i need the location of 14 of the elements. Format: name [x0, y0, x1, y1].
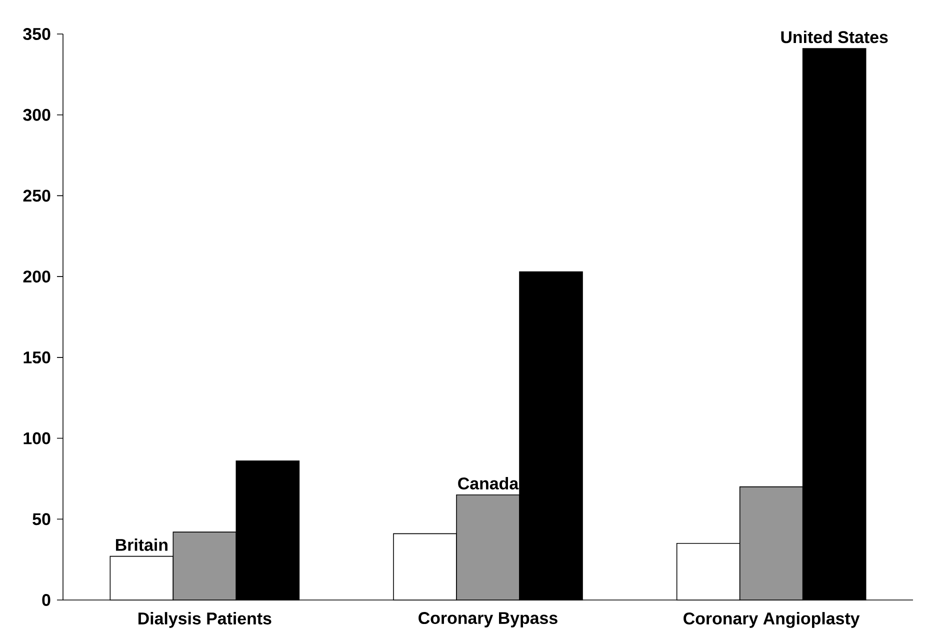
series-label: United States [781, 30, 888, 44]
y-tick-label: 250 [23, 190, 50, 202]
series-label: Canada [458, 477, 519, 490]
y-tick-label: 100 [24, 432, 50, 444]
y-tick-label: 350 [23, 28, 50, 40]
x-tick-label: Dialysis Patients [138, 612, 272, 628]
series-label: Britain [116, 538, 168, 551]
y-tick-label: 50 [32, 513, 50, 526]
y-tick-label: 150 [24, 351, 50, 364]
y-tick-label: 200 [23, 270, 50, 283]
y-tick-label: 300 [23, 108, 50, 121]
x-tick-label: Coronary Angioplasty [684, 612, 860, 628]
x-tick-label: Coronary Bypass [418, 612, 558, 628]
y-tick-label: 0 [42, 594, 50, 606]
